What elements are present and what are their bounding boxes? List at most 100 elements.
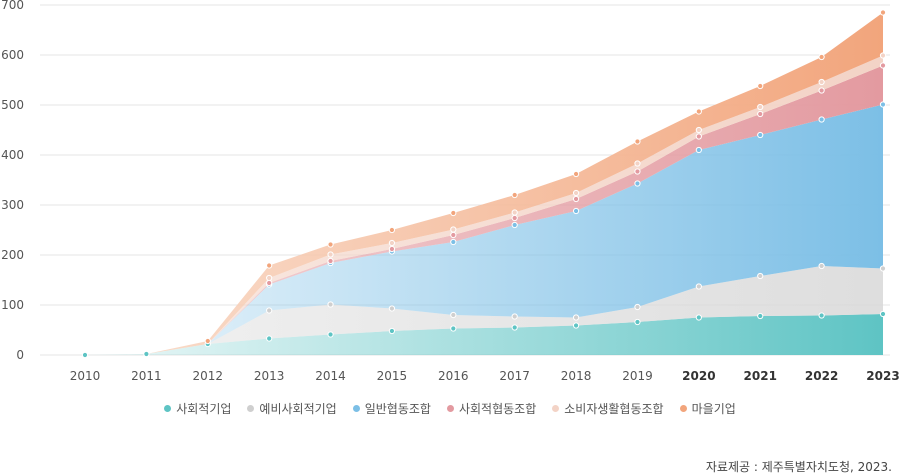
data-point — [695, 146, 702, 154]
data-point — [695, 133, 702, 140]
data-point — [327, 251, 334, 258]
legend-item: 일반협동조합 — [352, 400, 431, 417]
legend-item: 소비자생활협동조합 — [552, 400, 664, 417]
legend-dot — [679, 405, 687, 412]
legend-item: 마을기업 — [679, 400, 736, 417]
y-tick-label: 300 — [1, 198, 24, 212]
source-note: 자료제공 : 제주특별자치도청, 2023. — [705, 460, 892, 474]
data-point — [572, 195, 580, 203]
data-point — [327, 241, 334, 248]
data-point — [450, 226, 457, 233]
x-tick-label: 2014 — [315, 369, 346, 383]
data-point — [511, 214, 518, 222]
data-point — [572, 322, 580, 329]
data-point — [450, 238, 457, 246]
data-point — [879, 310, 887, 318]
legend: 사회적기업 예비사회적기업 일반협동조합 사회적협동조합 소비자생활협동조합 마을기업 — [0, 400, 900, 417]
x-tick-label: 2010 — [70, 369, 101, 383]
data-point — [818, 262, 825, 270]
y-tick-label: 100 — [1, 298, 24, 312]
data-point — [327, 301, 334, 308]
data-point — [757, 82, 764, 90]
legend-dot — [352, 405, 360, 412]
area-series-6 — [85, 12, 883, 355]
x-tick-label: 2015 — [377, 369, 408, 383]
x-tick-label: 2023 — [866, 369, 899, 383]
data-point — [511, 209, 518, 216]
area-series-2 — [85, 266, 883, 355]
x-tick-label: 2016 — [438, 369, 469, 383]
x-tick-label: 2019 — [622, 369, 653, 383]
x-tick-label: 2020 — [682, 369, 715, 383]
data-point — [818, 116, 825, 123]
data-point — [695, 108, 702, 115]
data-point — [511, 221, 518, 229]
area-series-1 — [85, 314, 883, 355]
x-tick-label: 2017 — [499, 369, 530, 383]
data-point — [572, 170, 580, 178]
x-tick-label: 2012 — [192, 369, 223, 383]
legend-label: 마을기업 — [691, 402, 736, 416]
data-point — [511, 191, 518, 199]
data-point — [757, 110, 764, 118]
legend-label: 예비사회적기업 — [259, 402, 337, 416]
data-point — [572, 207, 580, 215]
x-tick-label: 2021 — [744, 369, 777, 383]
data-point — [695, 283, 702, 290]
x-tick-label: 2022 — [805, 369, 838, 383]
legend-dot — [446, 405, 454, 412]
data-point — [879, 265, 887, 272]
data-point — [388, 226, 396, 234]
data-point — [266, 274, 273, 282]
data-point — [757, 272, 764, 280]
data-point — [757, 312, 764, 320]
data-point — [143, 350, 150, 358]
data-point — [879, 101, 887, 108]
legend-label: 소비자생활협동조합 — [564, 402, 664, 416]
legend-label: 사회적기업 — [176, 402, 232, 416]
legend-dot — [247, 405, 255, 412]
data-point — [818, 87, 825, 94]
legend-label: 사회적협동조합 — [458, 402, 537, 416]
data-point — [327, 331, 334, 338]
data-point — [511, 324, 518, 331]
data-point — [450, 209, 457, 217]
legend-dot — [164, 405, 172, 412]
data-point — [634, 138, 641, 145]
data-point — [388, 245, 396, 253]
data-point — [450, 325, 457, 332]
data-point — [81, 351, 89, 359]
data-point — [879, 62, 887, 69]
y-axis-ticks: 0 100 200 300 400 500 600 700 — [1, 0, 24, 362]
data-point — [204, 337, 211, 345]
x-tick-label: 2011 — [131, 369, 162, 383]
data-point — [634, 180, 641, 187]
data-point — [757, 131, 764, 139]
legend-label: 일반협동조합 — [364, 402, 431, 416]
data-point — [450, 311, 457, 319]
y-tick-label: 200 — [1, 248, 24, 262]
y-tick-label: 700 — [1, 0, 24, 12]
x-axis-ticks: 2010 2011 2012 2013 2014 2015 2016 2017 2018 2019… — [70, 369, 900, 383]
data-point — [266, 279, 273, 287]
x-tick-label: 2018 — [561, 369, 592, 383]
legend-item: 예비사회적기업 — [247, 400, 337, 417]
data-point — [879, 9, 887, 16]
y-tick-label: 600 — [1, 48, 24, 62]
data-point — [572, 314, 580, 321]
data-point — [511, 313, 518, 320]
data-point — [818, 53, 825, 61]
y-tick-label: 0 — [16, 348, 24, 362]
series-points — [81, 9, 887, 359]
data-point — [634, 168, 641, 175]
data-point — [388, 239, 396, 247]
data-point — [388, 327, 396, 335]
data-point — [266, 335, 273, 342]
legend-item: 사회적기업 — [164, 400, 231, 417]
data-point — [327, 257, 334, 265]
series-areas — [85, 12, 883, 355]
data-point — [757, 103, 764, 111]
data-point — [879, 52, 887, 59]
legend-dot — [552, 405, 560, 412]
